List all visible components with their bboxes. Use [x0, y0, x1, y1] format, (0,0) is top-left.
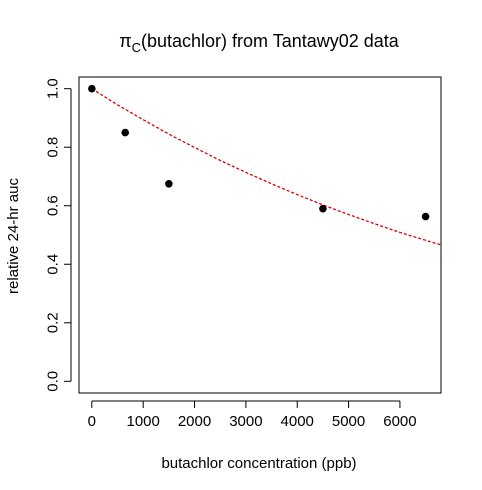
y-axis: 0.0 0.2 0.4 0.6 0.8 1.0 — [45, 78, 72, 392]
x-axis: 0 1000 2000 3000 4000 5000 6000 — [88, 400, 417, 430]
x-tick-label: 1000 — [126, 413, 159, 430]
points-layer — [88, 84, 430, 221]
y-tick-label: 0.2 — [45, 312, 62, 333]
plot-frame — [78, 76, 442, 394]
x-tick-label: 6000 — [383, 413, 416, 430]
data-point — [319, 204, 327, 213]
y-tick-label: 0.4 — [45, 254, 62, 275]
chart-title-subscript: C — [132, 40, 141, 55]
x-axis-title: butachlor concentration (ppb) — [161, 455, 356, 472]
chart-title: πC(butachlor) from Tantawy02 data — [119, 31, 400, 55]
chart-title-rest: (butachlor) from Tantawy02 data — [141, 31, 400, 51]
y-tick-label: 0.8 — [45, 137, 62, 158]
x-tick-label: 5000 — [332, 413, 365, 430]
y-tick-label: 0.6 — [45, 195, 62, 216]
x-tick-label: 4000 — [281, 413, 314, 430]
fitted-curve-layer — [91, 88, 442, 246]
x-tick-label: 2000 — [178, 413, 211, 430]
chart-title-prefix: π — [119, 31, 131, 51]
x-tick-label: 3000 — [229, 413, 262, 430]
y-axis-title: relative 24-hr auc — [5, 178, 22, 294]
y-tick-label: 0.0 — [45, 371, 62, 392]
data-point — [421, 212, 430, 221]
data-point — [165, 179, 173, 188]
y-tick-label: 1.0 — [45, 78, 62, 99]
fitted-curve — [91, 88, 442, 246]
data-point — [121, 128, 130, 137]
x-tick-label: 0 — [88, 413, 96, 430]
data-point — [88, 84, 96, 93]
